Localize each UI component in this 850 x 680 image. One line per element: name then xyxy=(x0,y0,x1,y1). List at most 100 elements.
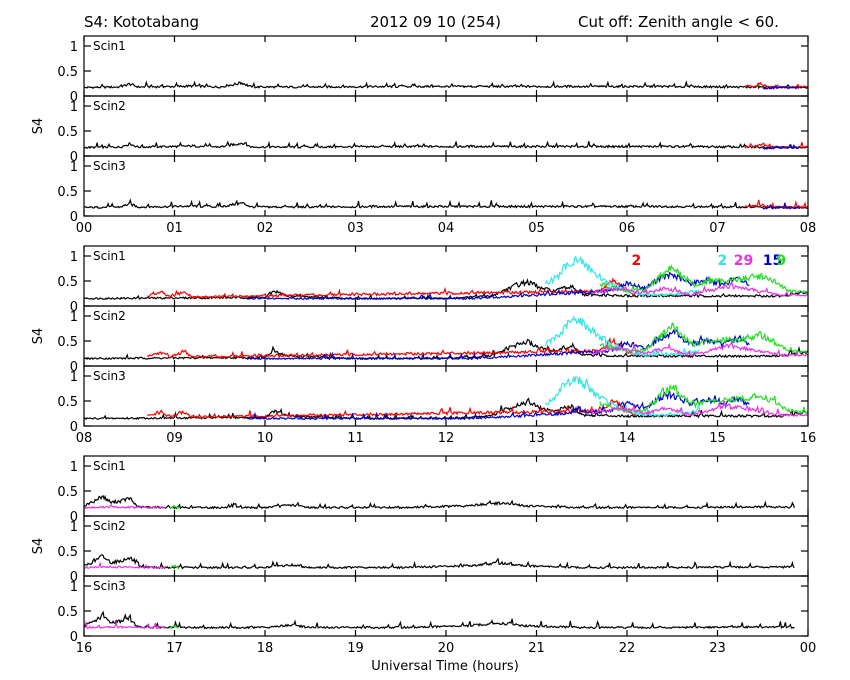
series-line-black xyxy=(84,554,795,570)
panel-scin1: 0 0.5 1 Scin1 xyxy=(57,245,809,315)
y-tick-label: 0 xyxy=(70,150,78,165)
x-tick-label: 08 xyxy=(800,221,817,236)
receiver-label: Scin1 xyxy=(93,249,126,263)
series-line-blue xyxy=(762,84,800,90)
y-tick-label: 0 xyxy=(70,300,78,315)
x-tick-label: 06 xyxy=(619,221,636,236)
series-line-blue xyxy=(246,328,750,361)
y-tick-label: 0.5 xyxy=(57,65,78,80)
x-tick-label: 13 xyxy=(528,431,545,446)
x-tick-label: 12 xyxy=(438,431,455,446)
series-line-green xyxy=(169,504,180,509)
y-tick-label: 0 xyxy=(70,630,78,645)
traces xyxy=(84,315,808,361)
y-tick-label: 0.5 xyxy=(57,545,78,560)
y-tick-label: 0 xyxy=(70,360,78,375)
series-line-green xyxy=(169,564,180,570)
y-tick-label: 0.5 xyxy=(57,185,78,200)
series-line-green xyxy=(599,321,808,355)
series-line-magenta xyxy=(590,279,808,297)
series-line-magenta xyxy=(84,503,166,510)
series-line-black xyxy=(84,198,808,210)
x-tick-label: 00 xyxy=(76,221,93,236)
x-tick-label: 03 xyxy=(347,221,364,236)
series-line-magenta xyxy=(84,620,166,630)
plot-group-3: 0 0.5 1 Scin1 0 0.5 1 Scin2 0 0.5 1 Scin3 16 17 18 19 20… xyxy=(31,455,816,656)
x-tick-label: 11 xyxy=(347,431,364,446)
date-title: 2012 09 10 (254) xyxy=(370,13,501,31)
y-axis-label: S4 xyxy=(31,538,46,555)
receiver-label: Scin1 xyxy=(93,39,126,53)
prn-label: 29 xyxy=(734,253,753,269)
series-line-red xyxy=(744,199,808,209)
x-tick-label: 21 xyxy=(528,641,545,656)
y-tick-label: 1 xyxy=(70,370,78,385)
series-line-black xyxy=(84,80,808,90)
prn-label: 2 xyxy=(632,253,642,269)
receiver-label: Scin2 xyxy=(93,519,126,533)
y-tick-label: 1 xyxy=(70,580,78,595)
series-line-magenta xyxy=(84,561,166,570)
x-tick-label: 09 xyxy=(166,431,183,446)
y-tick-label: 0.5 xyxy=(57,605,78,620)
x-tick-label: 02 xyxy=(257,221,274,236)
receiver-label: Scin1 xyxy=(93,459,126,473)
y-tick-label: 1 xyxy=(70,40,78,55)
x-tick-label: 22 xyxy=(619,641,636,656)
y-tick-label: 1 xyxy=(70,100,78,115)
y-tick-label: 0.5 xyxy=(57,275,78,290)
traces xyxy=(84,80,808,90)
series-line-black xyxy=(84,494,795,510)
y-tick-label: 1 xyxy=(70,310,78,325)
series-line-blue xyxy=(246,271,750,301)
y-tick-label: 0 xyxy=(70,510,78,525)
series-line-magenta xyxy=(590,339,808,358)
traces xyxy=(84,255,808,301)
x-tick-label: 18 xyxy=(257,641,274,656)
x-tick-label: 16 xyxy=(76,641,93,656)
y-axis-label: S4 xyxy=(31,118,46,135)
series-line-cyan xyxy=(544,255,700,298)
x-tick-label: 20 xyxy=(438,641,455,656)
y-tick-label: 0 xyxy=(70,210,78,225)
x-tick-label: 17 xyxy=(166,641,183,656)
x-tick-label: 04 xyxy=(438,221,455,236)
panel-scin2: 0 0.5 1 Scin2 xyxy=(57,95,809,165)
traces xyxy=(84,610,795,630)
series-line-blue xyxy=(762,143,800,150)
receiver-label: Scin2 xyxy=(93,309,126,323)
panel-scin2: 0 0.5 1 Scin2 xyxy=(57,305,809,375)
traces xyxy=(84,494,795,510)
y-axis-label: S4 xyxy=(31,328,46,345)
y-tick-label: 1 xyxy=(70,520,78,535)
series-line-green xyxy=(169,624,180,629)
y-tick-label: 1 xyxy=(70,460,78,475)
y-tick-label: 1 xyxy=(70,250,78,265)
y-tick-label: 1 xyxy=(70,160,78,175)
panel-scin1: 0 0.5 1 Scin1 xyxy=(57,455,809,525)
receiver-label: Scin3 xyxy=(93,159,126,173)
x-tick-label: 10 xyxy=(257,431,274,446)
prn-label: 9 xyxy=(776,253,786,269)
traces xyxy=(84,554,795,570)
series-line-magenta xyxy=(590,400,808,418)
x-tick-label: 14 xyxy=(619,431,636,446)
x-tick-label: 05 xyxy=(528,221,545,236)
series-line-green xyxy=(599,263,808,294)
series-line-black xyxy=(84,277,808,301)
panel-scin3: 0 0.5 1 Scin3 xyxy=(57,155,809,225)
x-tick-label: 01 xyxy=(166,221,183,236)
y-tick-label: 0 xyxy=(70,420,78,435)
station-title: S4: Kototabang xyxy=(84,13,199,31)
x-tick-label: 08 xyxy=(76,431,93,446)
plot-group-1: 0 0.5 1 Scin1 0 0.5 1 Scin2 0 0.5 1 Scin3 00 01 02 03 04… xyxy=(31,35,817,236)
x-tick-label: 16 xyxy=(800,431,817,446)
panel-scin3: 0 0.5 1 Scin3 xyxy=(57,575,809,645)
receiver-label: Scin3 xyxy=(93,369,126,383)
plot-group-2: 0 0.5 1 Scin1 0 0.5 1 Scin2 0 0.5 1 Scin3 08 09 10 11 12… xyxy=(31,245,817,446)
y-tick-label: 0.5 xyxy=(57,395,78,410)
x-tick-label: 07 xyxy=(709,221,726,236)
series-line-green xyxy=(599,384,808,415)
series-line-black xyxy=(84,140,808,150)
